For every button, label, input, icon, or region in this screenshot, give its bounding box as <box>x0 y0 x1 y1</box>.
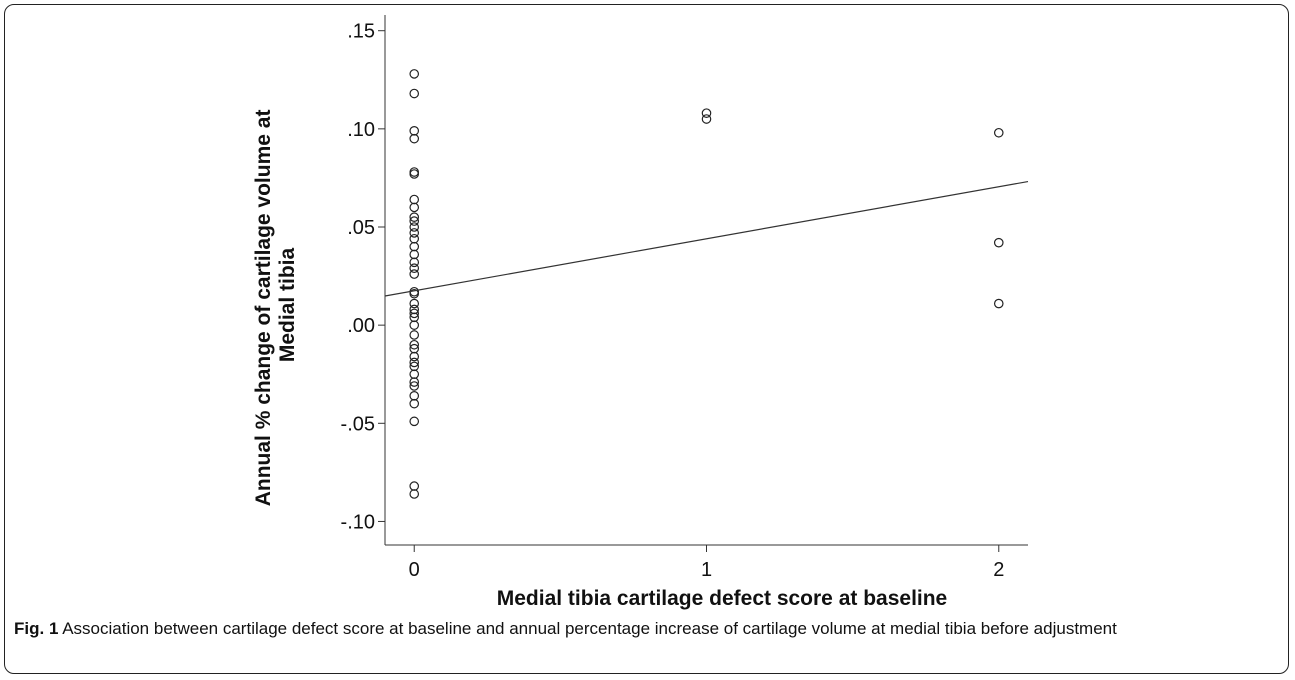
data-point <box>409 133 420 144</box>
data-point <box>409 481 420 491</box>
data-point <box>409 351 420 362</box>
data-point <box>409 416 420 427</box>
data-point <box>409 241 420 252</box>
caption-text: Association between cartilage defect sco… <box>62 619 1117 638</box>
x-tick-label: 0 <box>409 559 420 581</box>
data-point <box>409 391 420 401</box>
y-axis-label-line-1: Annual % change of cartilage volume at <box>252 110 275 507</box>
data-point <box>409 308 420 319</box>
y-tick-label: -.10 <box>341 511 375 533</box>
y-tick-label: .15 <box>347 21 375 43</box>
y-axis-ticks: .15 .10 .05 .00 -.05 -.10 <box>341 21 385 533</box>
caption-label: Fig. 1 <box>14 619 59 638</box>
data-point <box>409 369 420 380</box>
data-point <box>409 233 420 244</box>
data-point <box>409 167 420 177</box>
data-point <box>409 228 420 238</box>
y-tick-label: -.05 <box>341 413 375 435</box>
data-point <box>993 237 1004 248</box>
data-point <box>409 339 420 350</box>
data-point <box>409 381 420 391</box>
data-point <box>409 257 420 268</box>
y-tick-label: .10 <box>347 119 375 141</box>
data-point <box>409 222 420 232</box>
data-point <box>409 489 420 499</box>
data-point <box>701 114 712 124</box>
data-point <box>409 357 420 368</box>
data-point <box>409 212 420 222</box>
data-point <box>409 398 420 409</box>
y-tick-label: .05 <box>347 217 375 239</box>
x-tick-label: 1 <box>701 559 712 581</box>
data-point <box>409 269 420 279</box>
figure-frame <box>4 4 1289 674</box>
data-point <box>701 108 712 118</box>
data-point <box>993 127 1004 138</box>
y-tick-label: .00 <box>347 315 375 337</box>
data-point <box>409 288 420 299</box>
data-point <box>409 298 420 309</box>
data-point <box>409 202 420 213</box>
y-axis-label: Annual % change of cartilage volume at M… <box>252 104 299 507</box>
data-point <box>409 330 420 340</box>
data-point <box>409 377 420 387</box>
figure-caption: Fig. 1 Association between cartilage def… <box>14 616 1214 641</box>
data-point <box>409 169 420 179</box>
x-tick-label: 2 <box>993 559 1004 581</box>
x-axis-ticks: 0 1 2 <box>409 545 1004 581</box>
data-point <box>409 69 420 79</box>
data-point <box>409 320 420 330</box>
regression-line <box>384 180 1029 297</box>
x-axis-label: Medial tibia cartilage defect score at b… <box>497 587 948 610</box>
data-point <box>409 88 420 99</box>
data-point <box>409 194 420 205</box>
data-point <box>409 263 420 274</box>
data-point <box>409 216 420 226</box>
scatter-chart: .15 .10 .05 .00 -.05 -.10 0 1 2 Medial tibia ca… <box>252 15 1029 610</box>
data-point <box>993 298 1004 309</box>
data-points <box>409 69 1004 499</box>
data-point <box>409 126 420 136</box>
data-point <box>409 249 420 260</box>
y-axis-label-line-2: Medial tibia <box>276 248 299 363</box>
